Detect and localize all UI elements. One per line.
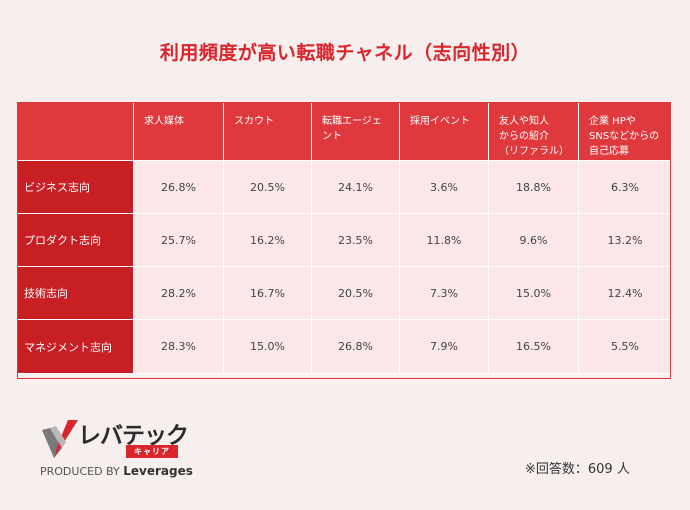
data-cell: 16.5% (488, 319, 579, 374)
data-cell: 13.2% (578, 213, 672, 267)
data-cell: 5.5% (578, 319, 672, 374)
data-cell: 20.5% (311, 266, 400, 320)
data-cell: 11.8% (399, 213, 489, 267)
table-row: マネジメント志向 28.3% 15.0% 26.8% 7.9% 16.5% 5.… (17, 319, 672, 374)
row-label: 技術志向 (17, 266, 134, 320)
data-cell: 16.7% (223, 266, 312, 320)
data-cell: 7.3% (399, 266, 489, 320)
produced-by-text: PRODUCED BY (40, 465, 120, 478)
levatech-career-logo: レバテック キャリア PRODUCED BY Leverages (40, 418, 200, 480)
row-label: ビジネス志向 (17, 160, 134, 214)
chart-title: 利用頻度が高い転職チャネル（志向性別） (159, 42, 531, 64)
corner-cell (17, 102, 134, 161)
data-cell: 28.3% (133, 319, 224, 374)
logo-mark-icon (42, 420, 78, 458)
data-cell: 28.2% (133, 266, 224, 320)
data-table: 求人媒体 スカウト 転職エージェ ント 採用イベント 友人や知人 からの紹介 （リファ… (17, 102, 672, 374)
column-header: 友人や知人 からの紹介 （リファラル） (488, 102, 579, 161)
data-cell: 26.8% (133, 160, 224, 214)
table-row: ビジネス志向 26.8% 20.5% 24.1% 3.6% 18.8% 6.3% (17, 160, 672, 214)
data-cell: 3.6% (399, 160, 489, 214)
data-cell: 16.2% (223, 213, 312, 267)
data-cell: 15.0% (488, 266, 579, 320)
table-row: プロダクト志向 25.7% 16.2% 23.5% 11.8% 9.6% 13.… (17, 213, 672, 267)
logo-subtitle: キャリア (126, 445, 178, 458)
table-row: 技術志向 28.2% 16.7% 20.5% 7.3% 15.0% 12.4% (17, 266, 672, 320)
column-header: 企業 HPや SNSなどからの 自己応募 (578, 102, 672, 161)
data-cell: 24.1% (311, 160, 400, 214)
data-cell: 6.3% (578, 160, 672, 214)
data-cell: 12.4% (578, 266, 672, 320)
row-label: プロダクト志向 (17, 213, 134, 267)
column-header: スカウト (223, 102, 312, 161)
column-header: 転職エージェ ント (311, 102, 400, 161)
response-count-note: ※回答数：609 人 (525, 462, 630, 477)
data-cell: 15.0% (223, 319, 312, 374)
produced-by-line: PRODUCED BY Leverages (40, 464, 193, 478)
data-cell: 25.7% (133, 213, 224, 267)
data-cell: 26.8% (311, 319, 400, 374)
brand-name: Leverages (123, 464, 193, 478)
logo-wordmark: レバテック (78, 423, 189, 449)
data-cell: 9.6% (488, 213, 579, 267)
data-cell: 23.5% (311, 213, 400, 267)
data-cell: 18.8% (488, 160, 579, 214)
data-cell: 7.9% (399, 319, 489, 374)
data-cell: 20.5% (223, 160, 312, 214)
column-header: 求人媒体 (133, 102, 224, 161)
row-label: マネジメント志向 (17, 319, 134, 374)
header-row: 求人媒体 スカウト 転職エージェ ント 採用イベント 友人や知人 からの紹介 （リファ… (17, 102, 672, 161)
column-header: 採用イベント (399, 102, 489, 161)
